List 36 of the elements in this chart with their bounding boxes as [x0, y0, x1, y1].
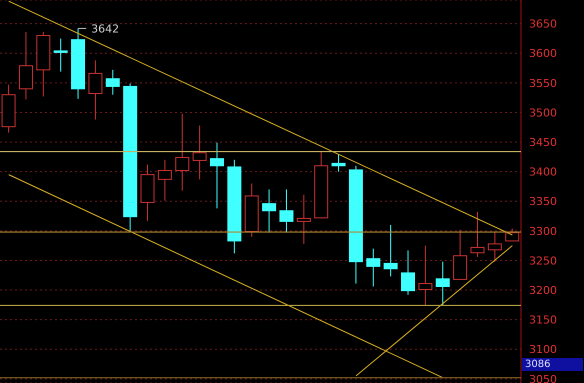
- y-tick-label: 3150: [529, 314, 557, 327]
- candlestick: [210, 142, 224, 209]
- y-tick-label: 3050: [529, 372, 557, 383]
- candlestick: [192, 124, 207, 180]
- annotation: 3642: [91, 22, 120, 36]
- candlestick: [54, 38, 68, 72]
- y-tick-label: 3100: [529, 343, 557, 356]
- y-tick-label: 3200: [529, 284, 557, 297]
- candlestick: [279, 188, 294, 234]
- y-tick-label: 3400: [529, 166, 557, 179]
- candlestick: [158, 159, 172, 202]
- y-tick-label: 3550: [529, 76, 557, 90]
- candlestick: [332, 154, 346, 172]
- y-tick-label: 3300: [529, 224, 557, 238]
- candlestick: [505, 228, 520, 242]
- y-tick-label: 3450: [529, 136, 557, 149]
- text: 3086: [522, 358, 583, 371]
- candlestick: [18, 31, 33, 100]
- y-tick-label: 3350: [529, 195, 557, 208]
- y-tick-label: 3250: [529, 254, 557, 268]
- y-tick-label: 3500: [529, 106, 557, 120]
- candlestick: [262, 188, 276, 234]
- candlestick: [470, 211, 484, 258]
- y-tick-label: 3600: [529, 47, 557, 60]
- candlestick: [418, 245, 432, 306]
- candlestick: [401, 250, 416, 296]
- y-tick-label: 3650: [529, 18, 557, 31]
- candlestick: [384, 224, 398, 277]
- candlestick: [436, 261, 450, 306]
- candlestick: [88, 60, 102, 120]
- candlestick: [175, 113, 190, 192]
- candlestick: [488, 230, 502, 262]
- candlestick: [366, 248, 380, 288]
- candlestick: [106, 69, 120, 96]
- candlestick: [453, 229, 468, 280]
- candlestick: [296, 194, 311, 244]
